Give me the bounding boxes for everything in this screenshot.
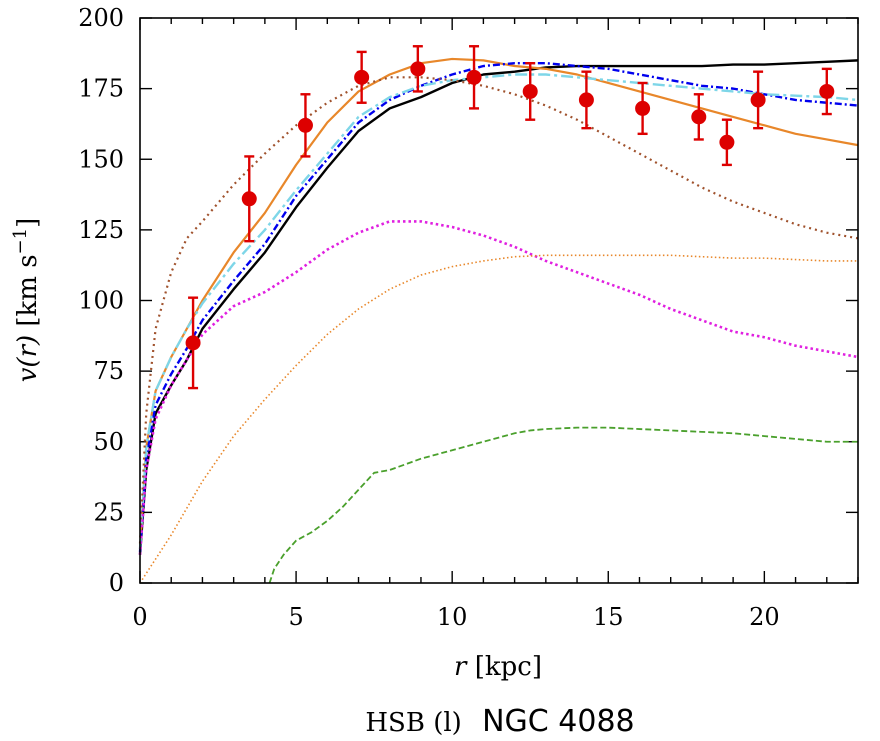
x-tick-label: 20 (749, 603, 780, 631)
observed-point (185, 296, 201, 390)
model-black-solid (138, 59, 859, 555)
model-brown-dotted (138, 76, 859, 544)
y-tick-label: 75 (93, 357, 124, 385)
y-tick-label: 200 (78, 4, 124, 32)
plot-frame (139, 17, 859, 584)
observed-point (719, 118, 735, 167)
observed-point (241, 155, 257, 243)
y-tick-label: 25 (93, 498, 124, 526)
caption-galaxy: NGC 4088 (482, 704, 635, 739)
data-point (635, 100, 651, 116)
y-axis-unit: [km s (13, 254, 43, 326)
data-point (241, 191, 257, 207)
y-tick-label: 50 (93, 428, 124, 456)
x-tick-label: 0 (132, 603, 147, 631)
model-green-dashed (268, 426, 858, 584)
y-axis-label: v(r) [km s−1] (10, 218, 43, 383)
data-point (297, 117, 313, 133)
model-orange-solid (138, 57, 859, 550)
y-axis-unit-close: ] (13, 218, 43, 228)
data-point (750, 92, 766, 108)
y-tick-label: 150 (78, 145, 124, 173)
observed-points (185, 45, 835, 390)
x-tick-labels: 0 5 10 15 20 (132, 603, 779, 631)
y-tick-label: 100 (78, 287, 124, 315)
x-tick-label: 5 (288, 603, 303, 631)
observed-point (354, 50, 370, 104)
model-magenta-dotted (138, 220, 859, 555)
data-point (691, 109, 707, 125)
model-orange-dotted (139, 254, 858, 584)
model-curves (138, 57, 859, 584)
observed-point (578, 70, 594, 130)
observed-point (819, 67, 835, 116)
x-tick-label: 15 (593, 603, 624, 631)
data-point (410, 61, 426, 77)
x-tick-label: 10 (437, 603, 468, 631)
caption: HSB (l) NGC 4088 (365, 704, 634, 739)
data-point (185, 335, 201, 351)
data-point (466, 69, 482, 85)
observed-point (410, 45, 426, 93)
y-axis-unit-exponent: −1 (10, 228, 31, 255)
x-axis-label: r [kpc] (454, 652, 542, 682)
model-cyan-dashdot (138, 73, 859, 550)
observed-point (691, 93, 707, 141)
y-tick-label: 0 (109, 569, 124, 597)
y-tick-labels: 0 25 50 75 100 125 150 175 200 (78, 4, 124, 597)
data-point (719, 134, 735, 150)
observed-point (750, 70, 766, 130)
data-point (819, 83, 835, 99)
data-point (354, 69, 370, 85)
y-tick-label: 175 (78, 75, 124, 103)
observed-point (522, 62, 538, 121)
y-tick-label: 125 (78, 216, 124, 244)
observed-point (466, 45, 482, 110)
observed-point (297, 93, 313, 158)
observed-point (635, 81, 651, 136)
data-point (522, 83, 538, 99)
tick-marks (139, 17, 859, 584)
x-axis-var: r (454, 652, 468, 682)
x-axis-unit: [kpc] (475, 652, 542, 682)
caption-sample: HSB (l) (365, 708, 461, 738)
data-point (578, 92, 594, 108)
model-blue-dashdot (138, 62, 859, 553)
y-axis-var: v(r) (13, 335, 43, 382)
